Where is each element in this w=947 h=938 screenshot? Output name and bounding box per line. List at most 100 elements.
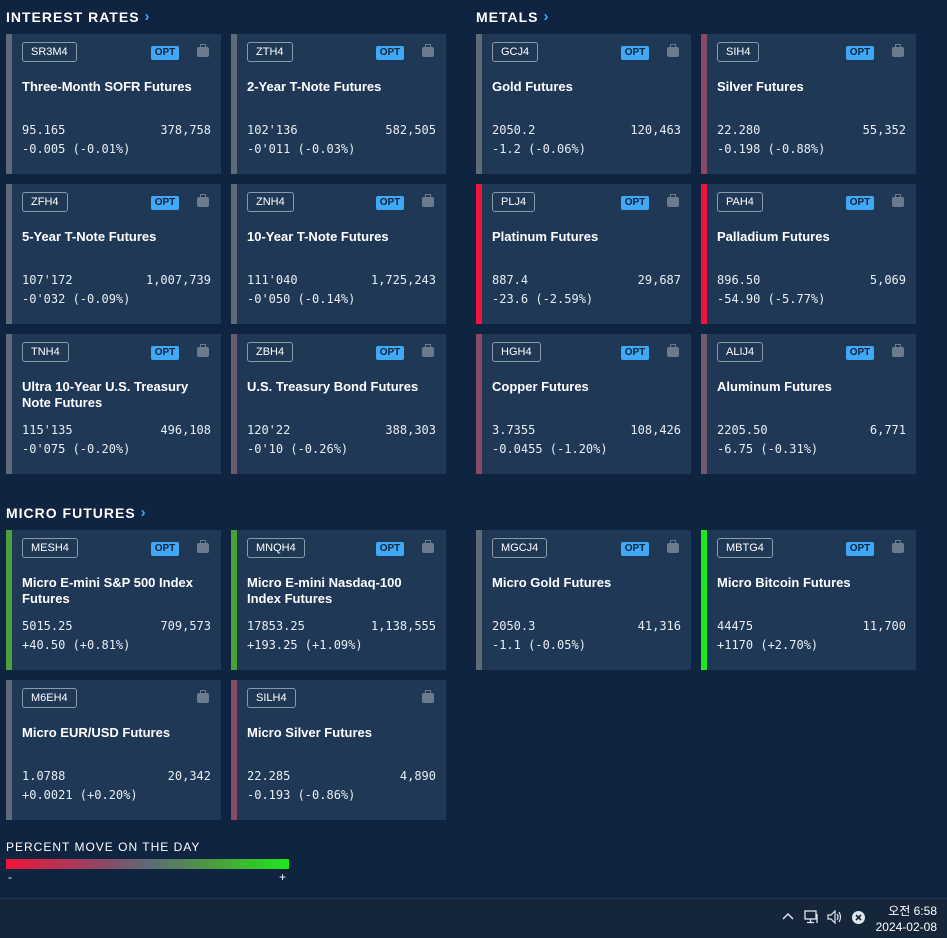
futures-card[interactable]: GCJ4 OPT Gold Futures 2050.2 120,463 -1.2 (-0… [476, 34, 691, 174]
futures-card[interactable]: TNH4 OPT Ultra 10-Year U.S. Treasury Note … [6, 334, 221, 474]
section-title-label: MICRO FUTURES [6, 504, 136, 521]
section-title-label: METALS [476, 8, 539, 25]
opt-badge[interactable]: OPT [151, 542, 179, 556]
briefcase-icon[interactable] [197, 344, 209, 357]
futures-card[interactable]: SILH4 Micro Silver Futures 22.285 4,890 -0.1… [231, 680, 446, 820]
briefcase-icon[interactable] [892, 44, 904, 57]
last-price: 107'172 [22, 273, 73, 287]
volume: 41,316 [637, 619, 681, 633]
symbol-badge: PLJ4 [492, 192, 536, 212]
symbol-badge: ZTH4 [247, 42, 293, 62]
price-change: -0.193 (-0.86%) [247, 788, 356, 802]
volume: 1,007,739 [145, 273, 211, 287]
opt-badge[interactable]: OPT [621, 346, 649, 360]
last-price: 115'135 [22, 423, 73, 437]
last-price: 3.7355 [492, 423, 536, 437]
opt-badge[interactable]: OPT [846, 196, 874, 210]
futures-card[interactable]: SR3M4 OPT Three-Month SOFR Futures 95.165 37… [6, 34, 221, 174]
contract-name: Silver Futures [717, 79, 804, 94]
contract-name: Ultra 10-Year U.S. Treasury Note Futures [22, 379, 189, 410]
price-change: -6.75 (-0.31%) [717, 442, 819, 456]
section-title-interest-rates[interactable]: INTEREST RATES › [6, 8, 151, 25]
briefcase-icon[interactable] [667, 194, 679, 207]
legend-gradient-bar [6, 859, 289, 869]
futures-card[interactable]: ZNH4 OPT 10-Year T-Note Futures 111'040 1,72… [231, 184, 446, 324]
contract-name: Micro EUR/USD Futures [22, 725, 171, 740]
contract-name: Aluminum Futures [717, 379, 832, 394]
futures-card[interactable]: HGH4 OPT Copper Futures 3.7355 108,426 -0.045… [476, 334, 691, 474]
opt-badge[interactable]: OPT [846, 46, 874, 60]
section-title-metals[interactable]: METALS › [476, 8, 550, 25]
briefcase-icon[interactable] [422, 44, 434, 57]
volume: 108,426 [630, 423, 681, 437]
briefcase-icon[interactable] [422, 344, 434, 357]
futures-card[interactable]: PAH4 OPT Palladium Futures 896.50 5,069 -54.9… [701, 184, 916, 324]
briefcase-icon[interactable] [667, 44, 679, 57]
futures-card[interactable]: MGCJ4 OPT Micro Gold Futures 2050.3 41,316 -1… [476, 530, 691, 670]
futures-card[interactable]: PLJ4 OPT Platinum Futures 887.4 29,687 -23.6 … [476, 184, 691, 324]
volume: 1,138,555 [370, 619, 436, 633]
section-title-micro-futures[interactable]: MICRO FUTURES › [6, 504, 147, 521]
briefcase-icon[interactable] [422, 690, 434, 703]
contract-name: Micro E-mini Nasdaq-100 Index Futures [247, 575, 402, 606]
chevron-up-icon[interactable] [781, 910, 795, 927]
opt-badge[interactable]: OPT [151, 196, 179, 210]
taskbar-clock-time[interactable]: 오전 6:58 [888, 904, 937, 918]
futures-card[interactable]: ZBH4 OPT U.S. Treasury Bond Futures 120'22 3… [231, 334, 446, 474]
opt-badge[interactable]: OPT [376, 346, 404, 360]
futures-card[interactable]: ZTH4 OPT 2-Year T-Note Futures 102'136 582,5… [231, 34, 446, 174]
last-price: 22.285 [247, 769, 291, 783]
last-price: 2205.50 [717, 423, 768, 437]
futures-card[interactable]: ALIJ4 OPT Aluminum Futures 2205.50 6,771 -6.7… [701, 334, 916, 474]
briefcase-icon[interactable] [892, 540, 904, 553]
briefcase-icon[interactable] [422, 540, 434, 553]
volume: 496,108 [160, 423, 211, 437]
symbol-badge: ZFH4 [22, 192, 68, 212]
price-change: -0'011 (-0.03%) [247, 142, 356, 156]
contract-name: Three-Month SOFR Futures [22, 79, 192, 94]
close-circle-icon[interactable] [851, 910, 866, 928]
futures-card[interactable]: MNQH4 OPT Micro E-mini Nasdaq-100 Index Fu… [231, 530, 446, 670]
opt-badge[interactable]: OPT [376, 196, 404, 210]
opt-badge[interactable]: OPT [151, 46, 179, 60]
briefcase-icon[interactable] [197, 44, 209, 57]
opt-badge[interactable]: OPT [621, 542, 649, 556]
symbol-badge: ZBH4 [247, 342, 294, 362]
opt-badge[interactable]: OPT [846, 542, 874, 556]
price-change: -0'10 (-0.26%) [247, 442, 349, 456]
futures-card[interactable]: ZFH4 OPT 5-Year T-Note Futures 107'172 1,007… [6, 184, 221, 324]
futures-card[interactable]: M6EH4 Micro EUR/USD Futures 1.0788 20,342 +0… [6, 680, 221, 820]
last-price: 111'040 [247, 273, 298, 287]
briefcase-icon[interactable] [667, 540, 679, 553]
opt-badge[interactable]: OPT [376, 542, 404, 556]
volume: 1,725,243 [370, 273, 436, 287]
contract-name: Micro E-mini S&P 500 Index Futures [22, 575, 193, 606]
opt-badge[interactable]: OPT [621, 46, 649, 60]
network-icon[interactable] [804, 910, 820, 927]
opt-badge[interactable]: OPT [151, 346, 179, 360]
taskbar-clock-date[interactable]: 2024-02-08 [875, 920, 937, 934]
symbol-badge: GCJ4 [492, 42, 539, 62]
futures-card[interactable]: MBTG4 OPT Micro Bitcoin Futures 44475 11,700… [701, 530, 916, 670]
opt-badge[interactable]: OPT [376, 46, 404, 60]
volume: 55,352 [862, 123, 906, 137]
briefcase-icon[interactable] [197, 194, 209, 207]
briefcase-icon[interactable] [197, 690, 209, 703]
opt-badge[interactable]: OPT [621, 196, 649, 210]
briefcase-icon[interactable] [892, 194, 904, 207]
briefcase-icon[interactable] [667, 344, 679, 357]
volume: 4,890 [399, 769, 436, 783]
contract-name: 10-Year T-Note Futures [247, 229, 389, 244]
symbol-badge: M6EH4 [22, 688, 77, 708]
volume: 11,700 [862, 619, 906, 633]
price-change: -0.005 (-0.01%) [22, 142, 131, 156]
futures-card[interactable]: SIH4 OPT Silver Futures 22.280 55,352 -0.198 … [701, 34, 916, 174]
volume: 120,463 [630, 123, 681, 137]
briefcase-icon[interactable] [197, 540, 209, 553]
briefcase-icon[interactable] [422, 194, 434, 207]
taskbar [0, 898, 947, 938]
volume-icon[interactable] [827, 909, 843, 927]
opt-badge[interactable]: OPT [846, 346, 874, 360]
briefcase-icon[interactable] [892, 344, 904, 357]
futures-card[interactable]: MESH4 OPT Micro E-mini S&P 500 Index Futur… [6, 530, 221, 670]
